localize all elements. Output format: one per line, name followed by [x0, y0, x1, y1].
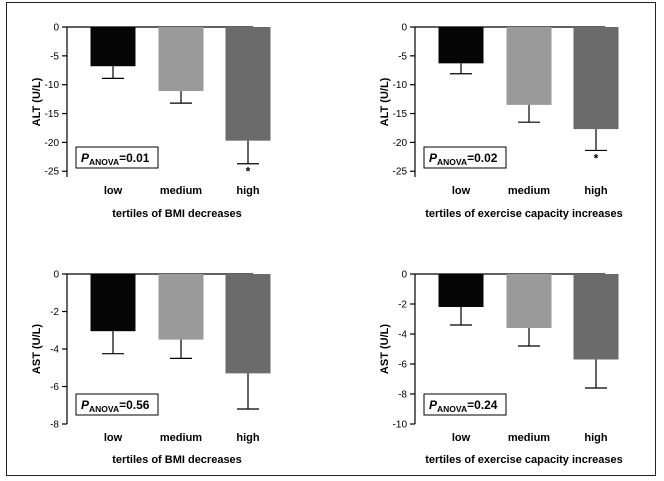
y-tick-label: -4 — [398, 330, 407, 341]
y-tick-label: 0 — [53, 23, 59, 34]
y-tick-label: -4 — [50, 345, 59, 356]
x-tick-label: medium — [508, 185, 550, 197]
y-axis-label: AST (U/L) — [31, 324, 43, 374]
x-tick-label: medium — [508, 432, 550, 444]
y-tick-label: -20 — [393, 138, 408, 149]
bar-high — [226, 27, 271, 141]
y-tick-label: -2 — [50, 307, 59, 318]
bar-low — [91, 274, 136, 331]
y-axis-label: ALT (U/L) — [379, 77, 391, 126]
x-tick-label: high — [584, 185, 607, 197]
p-value-subscript: ANOVA — [437, 404, 467, 414]
y-tick-label: -20 — [45, 138, 60, 149]
x-tick-label: medium — [160, 185, 202, 197]
bar-low — [439, 27, 484, 63]
y-tick-label: -5 — [50, 51, 59, 62]
y-axis-label: ALT (U/L) — [31, 77, 43, 126]
x-axis-label: tertiles of exercise capacity increases — [425, 454, 623, 466]
y-tick-label: -2 — [398, 300, 407, 311]
y-tick-label: -8 — [398, 390, 407, 401]
y-tick-label: 0 — [53, 270, 59, 281]
x-tick-label: medium — [160, 432, 202, 444]
bar-low — [439, 274, 484, 307]
chart-panel-1: 0 -5 -10 -15 -20 -25 ALT (U/L) low medium * high te… — [31, 23, 271, 221]
bar-medium — [507, 27, 552, 105]
p-value-number: =0.24 — [467, 398, 498, 412]
chart-panel-4: 0 -2 -4 -6 -8 -10 AST (U/L) low medium high tertil… — [379, 270, 623, 467]
y-tick-label: -15 — [45, 109, 60, 120]
x-tick-label: low — [104, 432, 123, 444]
x-tick-label: high — [236, 185, 259, 197]
x-tick-label: high — [584, 432, 607, 444]
chart-panel-2: 0 -5 -10 -15 -20 -25 ALT (U/L) low medium * high te… — [379, 23, 623, 221]
p-value-number: =0.01 — [119, 151, 150, 165]
bar-high — [574, 274, 619, 360]
y-tick-label: -10 — [45, 80, 60, 91]
y-tick-label: -25 — [45, 167, 60, 178]
p-value-subscript: ANOVA — [437, 157, 467, 167]
bar-medium — [159, 27, 204, 91]
p-value-number: =0.02 — [467, 151, 498, 165]
bar-high — [226, 274, 271, 373]
p-value-number: =0.56 — [119, 398, 150, 412]
y-tick-label: -6 — [398, 360, 407, 371]
x-tick-label: low — [452, 185, 471, 197]
x-tick-label: high — [236, 432, 259, 444]
significance-marker: * — [246, 165, 251, 179]
bar-low — [91, 27, 136, 66]
y-tick-label: -25 — [393, 167, 408, 178]
x-tick-label: low — [452, 432, 471, 444]
x-axis-label: tertiles of BMI decreases — [112, 454, 242, 466]
x-axis-label: tertiles of exercise capacity increases — [425, 208, 623, 220]
y-tick-label: -6 — [50, 382, 59, 393]
bar-medium — [159, 274, 204, 340]
y-tick-label: -10 — [393, 80, 408, 91]
y-axis-label: AST (U/L) — [379, 324, 391, 374]
y-tick-label: -5 — [398, 51, 407, 62]
y-tick-label: 0 — [401, 270, 407, 281]
y-tick-label: -10 — [393, 420, 408, 431]
y-tick-label: -15 — [393, 109, 408, 120]
bar-high — [574, 27, 619, 129]
y-tick-label: -8 — [50, 420, 59, 431]
chart-panel-3: 0 -2 -4 -6 -8 AST (U/L) low medium high tertiles … — [31, 270, 271, 467]
p-value-subscript: ANOVA — [89, 157, 119, 167]
p-value-subscript: ANOVA — [89, 404, 119, 414]
bar-medium — [507, 274, 552, 328]
x-axis-label: tertiles of BMI decreases — [112, 208, 242, 220]
y-tick-label: 0 — [401, 23, 407, 34]
x-tick-label: low — [104, 185, 123, 197]
significance-marker: * — [594, 151, 599, 165]
